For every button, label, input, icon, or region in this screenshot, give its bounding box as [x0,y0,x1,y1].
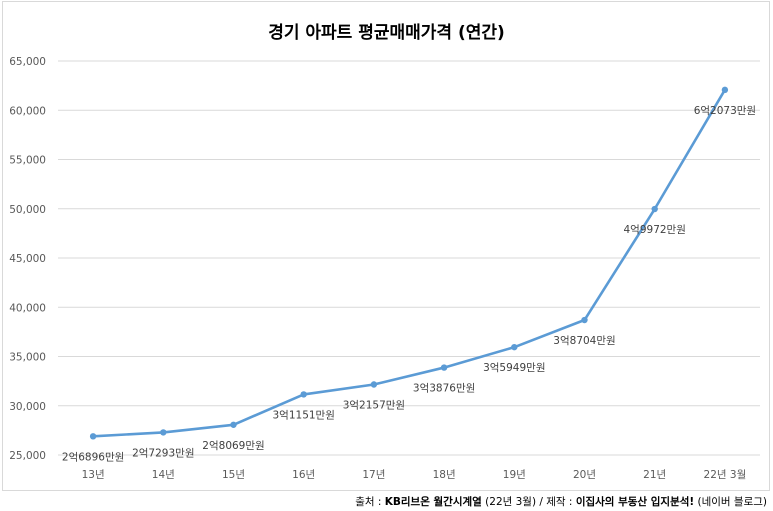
series-line-path [93,89,727,438]
x-tick-label: 15년 [222,469,245,481]
data-point [370,381,378,388]
data-label: 3억5949만원 [483,362,545,374]
x-tick-label: 16년 [292,469,315,481]
data-point [721,86,729,94]
footer-author: 이집사의 부동산 입지분석! [575,496,695,508]
y-tick-label: 60,000 [9,105,46,117]
x-tick-label: 18년 [433,469,456,481]
x-tick-label: 20년 [573,469,596,481]
footer-source: KB리브온 월간시계열 [384,496,482,508]
x-tick-label: 13년 [82,469,105,481]
y-tick-label: 40,000 [9,302,46,314]
y-tick-label: 25,000 [9,450,46,462]
footer-prefix: 출처 : [355,496,385,508]
data-label: 2억6896만원 [62,451,124,463]
data-point [160,429,167,436]
data-label: 2억8069만원 [202,440,264,452]
data-point [511,343,518,351]
footer-author-rest: (네이버 블로그) [694,496,768,508]
data-label: 2억7293만원 [132,447,194,459]
y-tick-label: 45,000 [9,253,46,265]
data-label: 4억9972만원 [624,224,686,236]
y-tick-label: 50,000 [9,204,46,216]
data-point [651,205,658,213]
y-tick-label: 55,000 [9,155,46,167]
data-point [440,364,448,371]
data-point [230,421,237,428]
chart-frame [2,1,770,491]
source-footer: 출처 : KB리브온 월간시계열 (22년 3월) / 제작 : 이집사의 부동… [355,494,767,509]
x-tick-label: 21년 [643,469,666,481]
data-label: 3억1151만원 [273,409,335,421]
gridlines [58,60,760,456]
data-labels: 2억6896만원 2억7293만원 2억8069만원 3억1151만원 3억2157만원… [62,105,756,463]
x-tick-label: 14년 [152,469,175,481]
y-tick-label: 65,000 [9,56,46,68]
x-tick-label: 19년 [503,469,526,481]
data-point [300,391,307,398]
data-label: 6억2073만원 [694,105,756,117]
data-label: 3억2157만원 [343,400,405,412]
x-axis-ticks: 13년 14년 15년 16년 17년 18년 19년 20년 21년 22년 3월 [82,469,747,481]
series-line [89,86,729,440]
data-point [89,433,97,440]
x-tick-label: 17년 [362,469,385,481]
chart-title: 경기 아파트 평균매매가격 (연간) [268,23,505,43]
x-tick-label: 22년 3월 [704,469,747,481]
y-axis-ticks: 25,000 30,000 35,000 40,000 45,000 50,000 55,0… [9,56,46,462]
footer-source-rest: (22년 3월) / 제작 : [481,496,576,508]
data-label: 3억3876만원 [413,383,475,395]
y-tick-label: 35,000 [9,352,46,364]
y-tick-label: 30,000 [9,401,46,413]
data-label: 3억8704만원 [553,335,615,347]
data-point [581,316,588,324]
